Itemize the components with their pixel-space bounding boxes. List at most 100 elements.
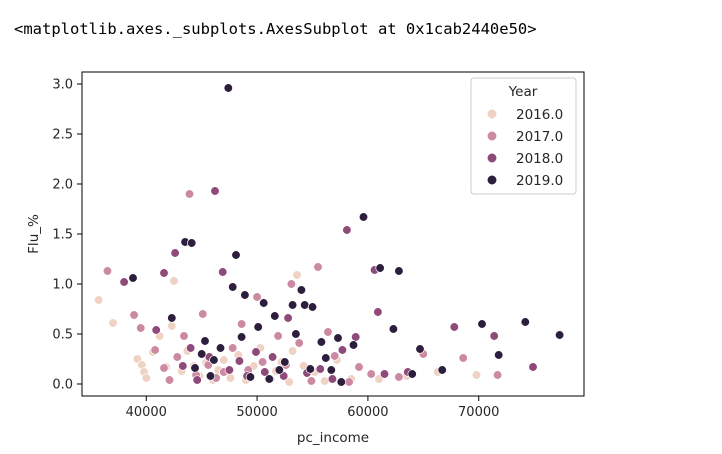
- data-point-2017.0: [458, 353, 468, 363]
- data-point-2019.0: [197, 349, 207, 359]
- legend-entry-label: 2017.0: [516, 129, 563, 145]
- data-point-2018.0: [283, 313, 293, 323]
- data-point-2019.0: [228, 282, 238, 292]
- data-point-2016.0: [169, 276, 179, 286]
- legend-entry-label: 2019.0: [516, 173, 563, 189]
- data-point-2017.0: [172, 352, 182, 362]
- data-point-2017.0: [330, 351, 340, 361]
- data-point-2018.0: [260, 367, 270, 377]
- data-point-2019.0: [167, 313, 177, 323]
- data-point-2019.0: [205, 371, 216, 381]
- data-point-2016.0: [141, 373, 151, 383]
- data-point-2016.0: [225, 373, 236, 383]
- data-point-2017.0: [164, 375, 175, 385]
- data-point-2018.0: [170, 248, 180, 258]
- data-point-2018.0: [449, 322, 459, 332]
- data-point-2017.0: [159, 363, 169, 373]
- data-point-2018.0: [373, 307, 383, 317]
- data-point-2017.0: [228, 343, 238, 353]
- x-tick-label: 50000: [236, 405, 277, 420]
- data-point-2017.0: [102, 266, 113, 276]
- data-point-2019.0: [388, 324, 399, 334]
- data-point-2017.0: [354, 362, 364, 372]
- data-point-2019.0: [321, 353, 331, 363]
- data-point-2016.0: [167, 321, 177, 331]
- data-point-2017.0: [257, 357, 268, 367]
- data-point-2017.0: [179, 331, 189, 341]
- data-point-2018.0: [151, 325, 161, 335]
- data-point-2019.0: [358, 212, 369, 222]
- data-point-2017.0: [236, 319, 247, 329]
- data-point-2018.0: [178, 361, 188, 371]
- data-point-2017.0: [184, 189, 195, 199]
- x-axis-label: pc_income: [297, 430, 369, 446]
- y-tick-label: 0.0: [52, 378, 73, 393]
- data-point-2018.0: [267, 352, 278, 362]
- data-point-2019.0: [477, 319, 487, 329]
- legend-frame: [470, 77, 577, 195]
- data-point-2019.0: [316, 337, 327, 347]
- data-point-2019.0: [394, 266, 404, 276]
- data-point-2017.0: [273, 331, 283, 341]
- data-point-2019.0: [128, 273, 138, 283]
- legend-entry-label: 2018.0: [516, 151, 563, 167]
- data-point-2019.0: [209, 355, 219, 365]
- axes-frame: [81, 71, 585, 397]
- data-point-2018.0: [315, 364, 325, 374]
- data-point-2017.0: [344, 377, 354, 387]
- data-point-2019.0: [326, 365, 336, 375]
- data-point-2017.0: [492, 370, 503, 380]
- data-point-2017.0: [313, 262, 323, 272]
- legend-marker: [486, 152, 498, 164]
- data-point-2018.0: [234, 356, 245, 366]
- legend-marker: [486, 108, 498, 120]
- data-point-2019.0: [407, 369, 417, 379]
- y-axis-label: Flu_%: [26, 214, 42, 254]
- data-point-2019.0: [336, 377, 346, 387]
- data-point-2019.0: [296, 285, 307, 295]
- data-point-2018.0: [119, 277, 129, 287]
- data-point-2019.0: [348, 340, 359, 350]
- y-tick-label: 0.5: [52, 328, 73, 343]
- data-point-2018.0: [210, 186, 220, 196]
- y-tick-label: 3.0: [52, 78, 73, 93]
- data-point-2019.0: [494, 350, 504, 360]
- legend-entry-label: 2016.0: [516, 107, 563, 123]
- data-point-2019.0: [231, 250, 241, 260]
- data-point-2018.0: [489, 331, 499, 341]
- data-point-2018.0: [528, 362, 538, 372]
- data-point-2019.0: [240, 290, 250, 300]
- data-point-2016.0: [108, 318, 118, 328]
- data-point-2018.0: [327, 374, 338, 384]
- data-point-2019.0: [245, 372, 256, 382]
- y-tick-label: 2.5: [52, 128, 73, 143]
- data-point-2017.0: [394, 372, 404, 382]
- data-point-2019.0: [236, 332, 247, 342]
- data-point-2017.0: [323, 327, 333, 337]
- data-point-2016.0: [287, 346, 298, 356]
- data-point-2019.0: [415, 344, 425, 354]
- data-point-2016.0: [292, 270, 302, 280]
- data-point-2019.0: [274, 365, 284, 375]
- y-tick-label: 1.0: [52, 278, 73, 293]
- x-tick-label: 40000: [126, 405, 167, 420]
- data-point-2017.0: [366, 369, 376, 379]
- y-tick-label: 2.0: [52, 178, 73, 193]
- data-point-2019.0: [375, 263, 385, 273]
- output-repr-text: <matplotlib.axes._subplots.AxesSubplot a…: [14, 20, 537, 38]
- data-point-2019.0: [333, 333, 343, 343]
- legend: Year 2016.0 2017.0 2018.0 2019.0: [470, 77, 577, 195]
- data-point-2019.0: [520, 317, 530, 327]
- data-point-2017.0: [150, 345, 160, 355]
- data-point-2018.0: [192, 375, 202, 385]
- data-point-2019.0: [264, 374, 274, 384]
- data-point-2017.0: [306, 376, 317, 386]
- legend-marker: [486, 174, 498, 186]
- data-point-2017.0: [136, 323, 146, 333]
- data-point-2019.0: [300, 300, 310, 310]
- data-point-2016.0: [320, 376, 330, 386]
- data-point-2019.0: [291, 329, 301, 339]
- data-point-2016.0: [284, 377, 294, 387]
- data-point-2016.0: [471, 370, 482, 380]
- data-point-2018.0: [159, 268, 169, 278]
